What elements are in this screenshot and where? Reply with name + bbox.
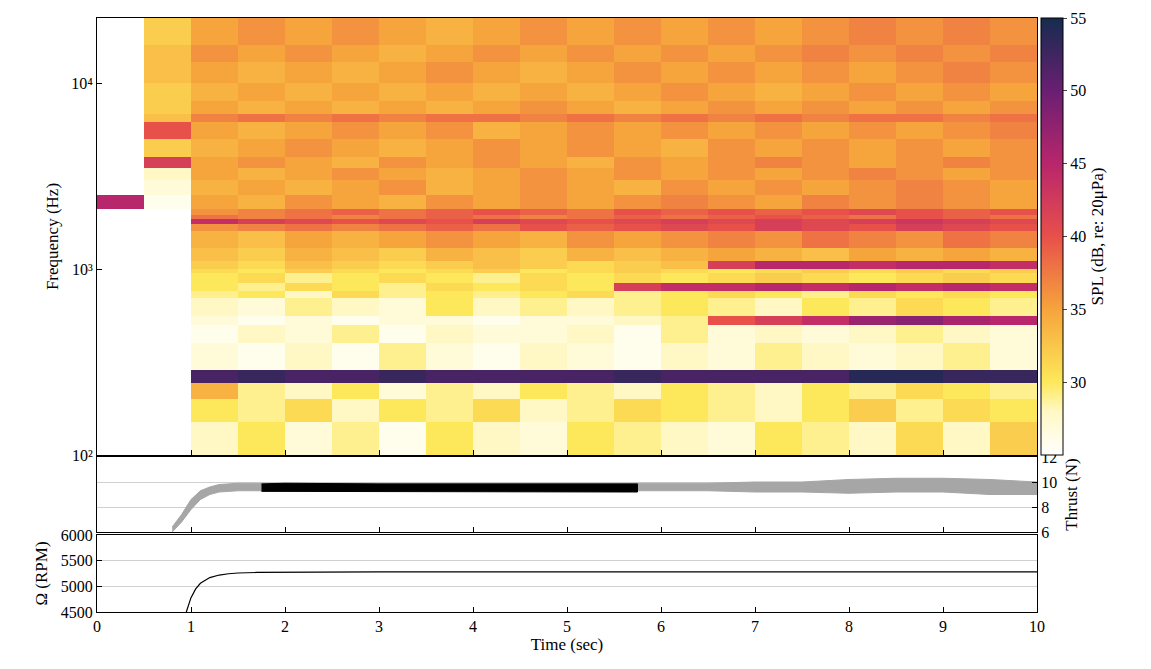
svg-text:40: 40 [1070,228,1086,245]
svg-text:5: 5 [563,618,571,635]
svg-text:10: 10 [1029,618,1045,635]
svg-text:10⁴: 10⁴ [71,75,93,92]
svg-text:10³: 10³ [72,261,93,278]
svg-text:12: 12 [1041,449,1057,466]
svg-text:6: 6 [657,618,665,635]
svg-text:3: 3 [375,618,383,635]
svg-text:6: 6 [1041,524,1049,541]
svg-text:Ω (RPM): Ω (RPM) [32,541,51,605]
svg-text:30: 30 [1070,374,1086,391]
svg-text:7: 7 [751,618,759,635]
svg-text:1: 1 [187,618,195,635]
svg-text:5000: 5000 [61,578,93,595]
svg-text:55: 55 [1070,10,1086,27]
svg-text:Time (sec): Time (sec) [531,635,604,654]
svg-text:35: 35 [1070,301,1086,318]
svg-text:9: 9 [939,618,947,635]
svg-text:SPL (dB, re: 20μPa): SPL (dB, re: 20μPa) [1088,168,1107,306]
svg-text:45: 45 [1070,155,1086,172]
svg-text:6000: 6000 [61,527,93,544]
svg-text:4: 4 [469,618,477,635]
svg-text:10²: 10² [72,447,93,464]
svg-text:0: 0 [93,618,101,635]
svg-text:Frequency (Hz): Frequency (Hz) [43,183,62,290]
svg-text:8: 8 [845,618,853,635]
svg-text:50: 50 [1070,82,1086,99]
svg-text:5500: 5500 [61,552,93,569]
svg-text:4500: 4500 [61,604,93,621]
svg-text:Thrust (N): Thrust (N) [1062,458,1081,530]
svg-text:8: 8 [1041,499,1049,516]
svg-text:10: 10 [1041,474,1057,491]
svg-text:2: 2 [281,618,289,635]
